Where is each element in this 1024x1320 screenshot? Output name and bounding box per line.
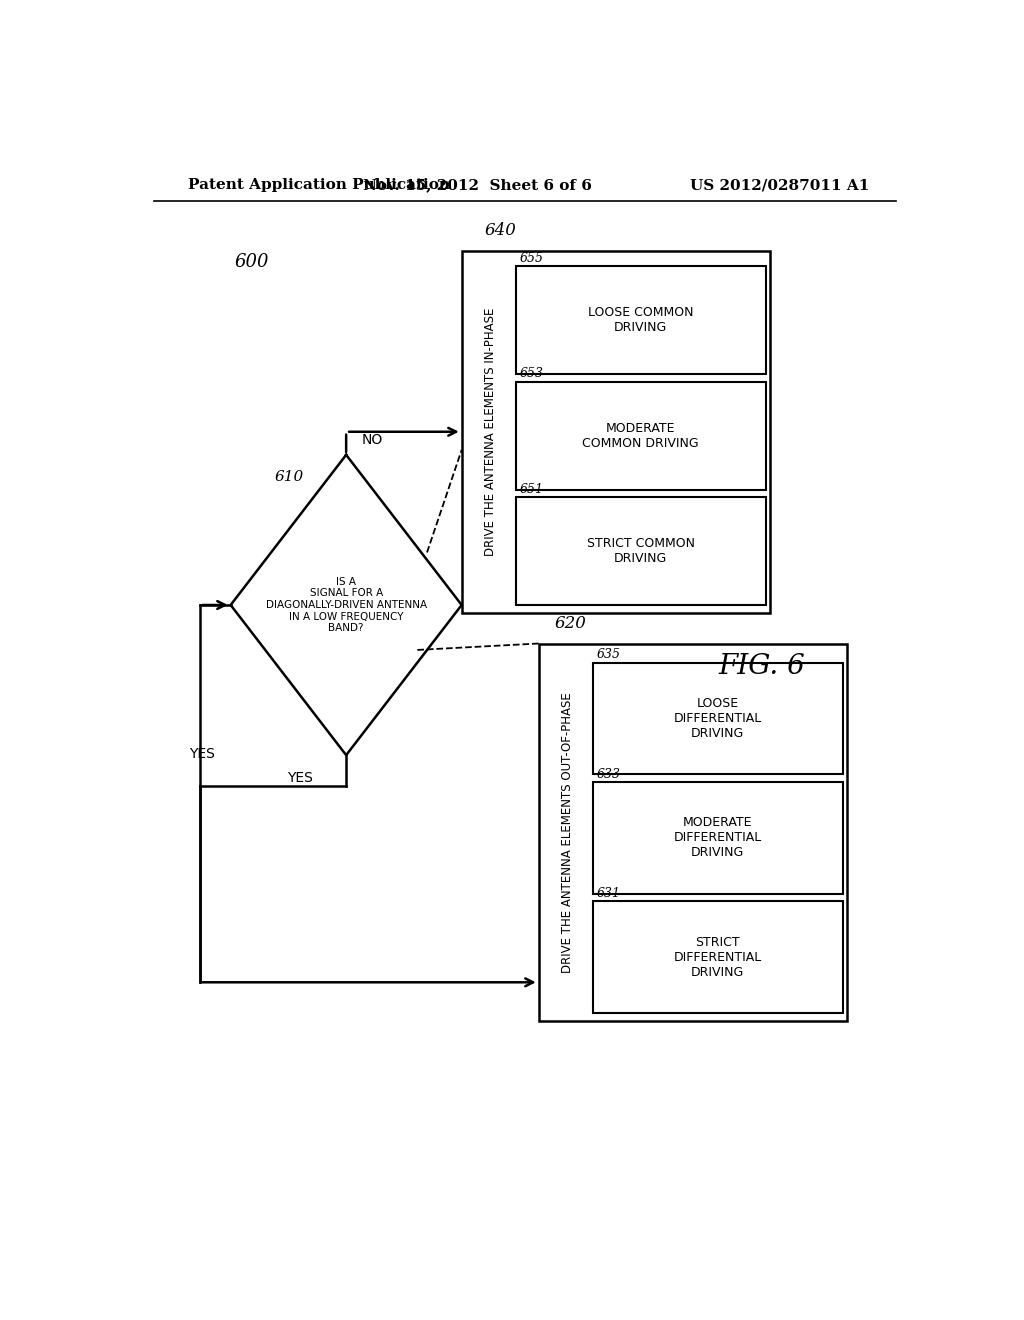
- Text: FIG. 6: FIG. 6: [719, 653, 805, 680]
- Text: 631: 631: [596, 887, 621, 900]
- Text: NO: NO: [361, 433, 383, 447]
- Bar: [593, 902, 843, 1014]
- Text: 651: 651: [519, 483, 544, 496]
- Text: STRICT COMMON
DRIVING: STRICT COMMON DRIVING: [587, 537, 694, 565]
- Bar: [515, 381, 766, 490]
- Bar: [462, 251, 770, 612]
- Text: MODERATE
COMMON DRIVING: MODERATE COMMON DRIVING: [583, 421, 699, 450]
- Text: LOOSE COMMON
DRIVING: LOOSE COMMON DRIVING: [588, 306, 693, 334]
- Text: 610: 610: [274, 470, 304, 484]
- Text: 633: 633: [596, 767, 621, 780]
- Bar: [539, 644, 847, 1020]
- Text: 620: 620: [554, 615, 586, 632]
- Text: STRICT
DIFFERENTIAL
DRIVING: STRICT DIFFERENTIAL DRIVING: [674, 936, 762, 978]
- Text: 640: 640: [484, 222, 517, 239]
- Text: MODERATE
DIFFERENTIAL
DRIVING: MODERATE DIFFERENTIAL DRIVING: [674, 817, 762, 859]
- Text: YES: YES: [287, 771, 313, 784]
- Bar: [515, 267, 766, 374]
- Text: DRIVE THE ANTENNA ELEMENTS OUT-OF-PHASE: DRIVE THE ANTENNA ELEMENTS OUT-OF-PHASE: [561, 692, 574, 973]
- Text: Nov. 15, 2012  Sheet 6 of 6: Nov. 15, 2012 Sheet 6 of 6: [362, 178, 592, 193]
- Bar: [593, 781, 843, 894]
- Text: YES: YES: [189, 747, 215, 762]
- Bar: [593, 663, 843, 775]
- Text: Patent Application Publication: Patent Application Publication: [188, 178, 451, 193]
- Bar: [515, 498, 766, 605]
- Text: US 2012/0287011 A1: US 2012/0287011 A1: [690, 178, 869, 193]
- Text: 635: 635: [596, 648, 621, 661]
- Text: 655: 655: [519, 252, 544, 264]
- Text: 600: 600: [234, 253, 269, 272]
- Text: DRIVE THE ANTENNA ELEMENTS IN-PHASE: DRIVE THE ANTENNA ELEMENTS IN-PHASE: [484, 308, 498, 556]
- Text: LOOSE
DIFFERENTIAL
DRIVING: LOOSE DIFFERENTIAL DRIVING: [674, 697, 762, 741]
- Text: IS A
SIGNAL FOR A
DIAGONALLY-DRIVEN ANTENNA
IN A LOW FREQUENCY
BAND?: IS A SIGNAL FOR A DIAGONALLY-DRIVEN ANTE…: [265, 577, 427, 634]
- Text: 653: 653: [519, 367, 544, 380]
